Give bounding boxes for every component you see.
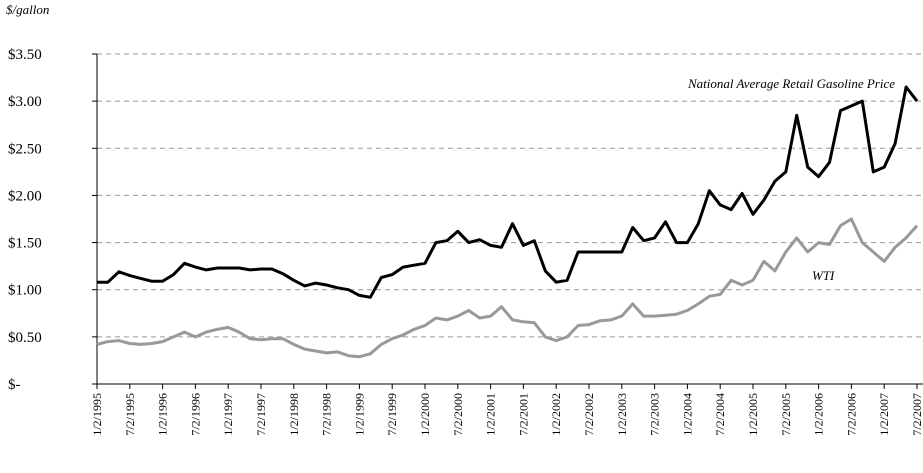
- y-tick-label: $3.50: [8, 47, 42, 63]
- x-tick-label: 7/2/2002: [582, 393, 596, 436]
- x-tick-label: 1/2/2006: [812, 393, 826, 436]
- x-tick-label: 1/2/2004: [680, 393, 694, 436]
- x-tick-label: 1/2/1997: [221, 393, 235, 436]
- x-tick-label: 7/2/1997: [254, 393, 268, 436]
- x-tick-label: 7/2/1998: [320, 393, 334, 436]
- x-tick-label: 7/2/2005: [779, 393, 793, 436]
- x-tick-label: 1/2/1998: [287, 393, 301, 436]
- x-tick-label: 1/2/1995: [90, 393, 104, 436]
- x-tick-label: 7/2/2004: [713, 393, 727, 436]
- x-tick-label: 1/2/1996: [156, 393, 170, 436]
- series-line: [96, 217, 919, 359]
- x-tick-label: 7/2/2001: [516, 393, 530, 436]
- x-tick-label: 1/2/2000: [418, 393, 432, 436]
- annotation: WTI: [812, 268, 835, 283]
- x-tick-label: 1/2/2002: [549, 393, 563, 436]
- x-tick-label: 7/2/2007: [910, 393, 923, 436]
- x-tick-label: 1/2/2005: [746, 393, 760, 436]
- y-tick-label: $2.50: [8, 141, 42, 157]
- x-tick-label: 7/2/1995: [123, 393, 137, 436]
- x-tick-label: 7/2/2006: [844, 393, 858, 436]
- series-line: [97, 85, 919, 299]
- y-tick-label: $2.00: [8, 188, 42, 204]
- x-tick-label: 7/2/2003: [648, 393, 662, 436]
- x-tick-label: 7/2/1999: [385, 393, 399, 436]
- x-tick-label: 7/2/1996: [188, 393, 202, 436]
- y-tick-label: $3.00: [8, 94, 42, 110]
- x-tick-label: 1/2/2001: [484, 393, 498, 436]
- y-axis-label: $/gallon: [6, 2, 49, 17]
- annotation: National Average Retail Gasoline Price: [687, 76, 895, 91]
- y-tick-label: $1.00: [8, 283, 42, 299]
- x-tick-label: 7/2/2000: [451, 393, 465, 436]
- y-tick-label: $1.50: [8, 236, 42, 252]
- y-tick-label: $0.50: [8, 330, 42, 346]
- y-tick-label: $-: [8, 377, 21, 393]
- x-tick-label: 1/2/2003: [615, 393, 629, 436]
- x-tick-label: 1/2/1999: [352, 393, 366, 436]
- x-tick-label: 1/2/2007: [877, 393, 891, 436]
